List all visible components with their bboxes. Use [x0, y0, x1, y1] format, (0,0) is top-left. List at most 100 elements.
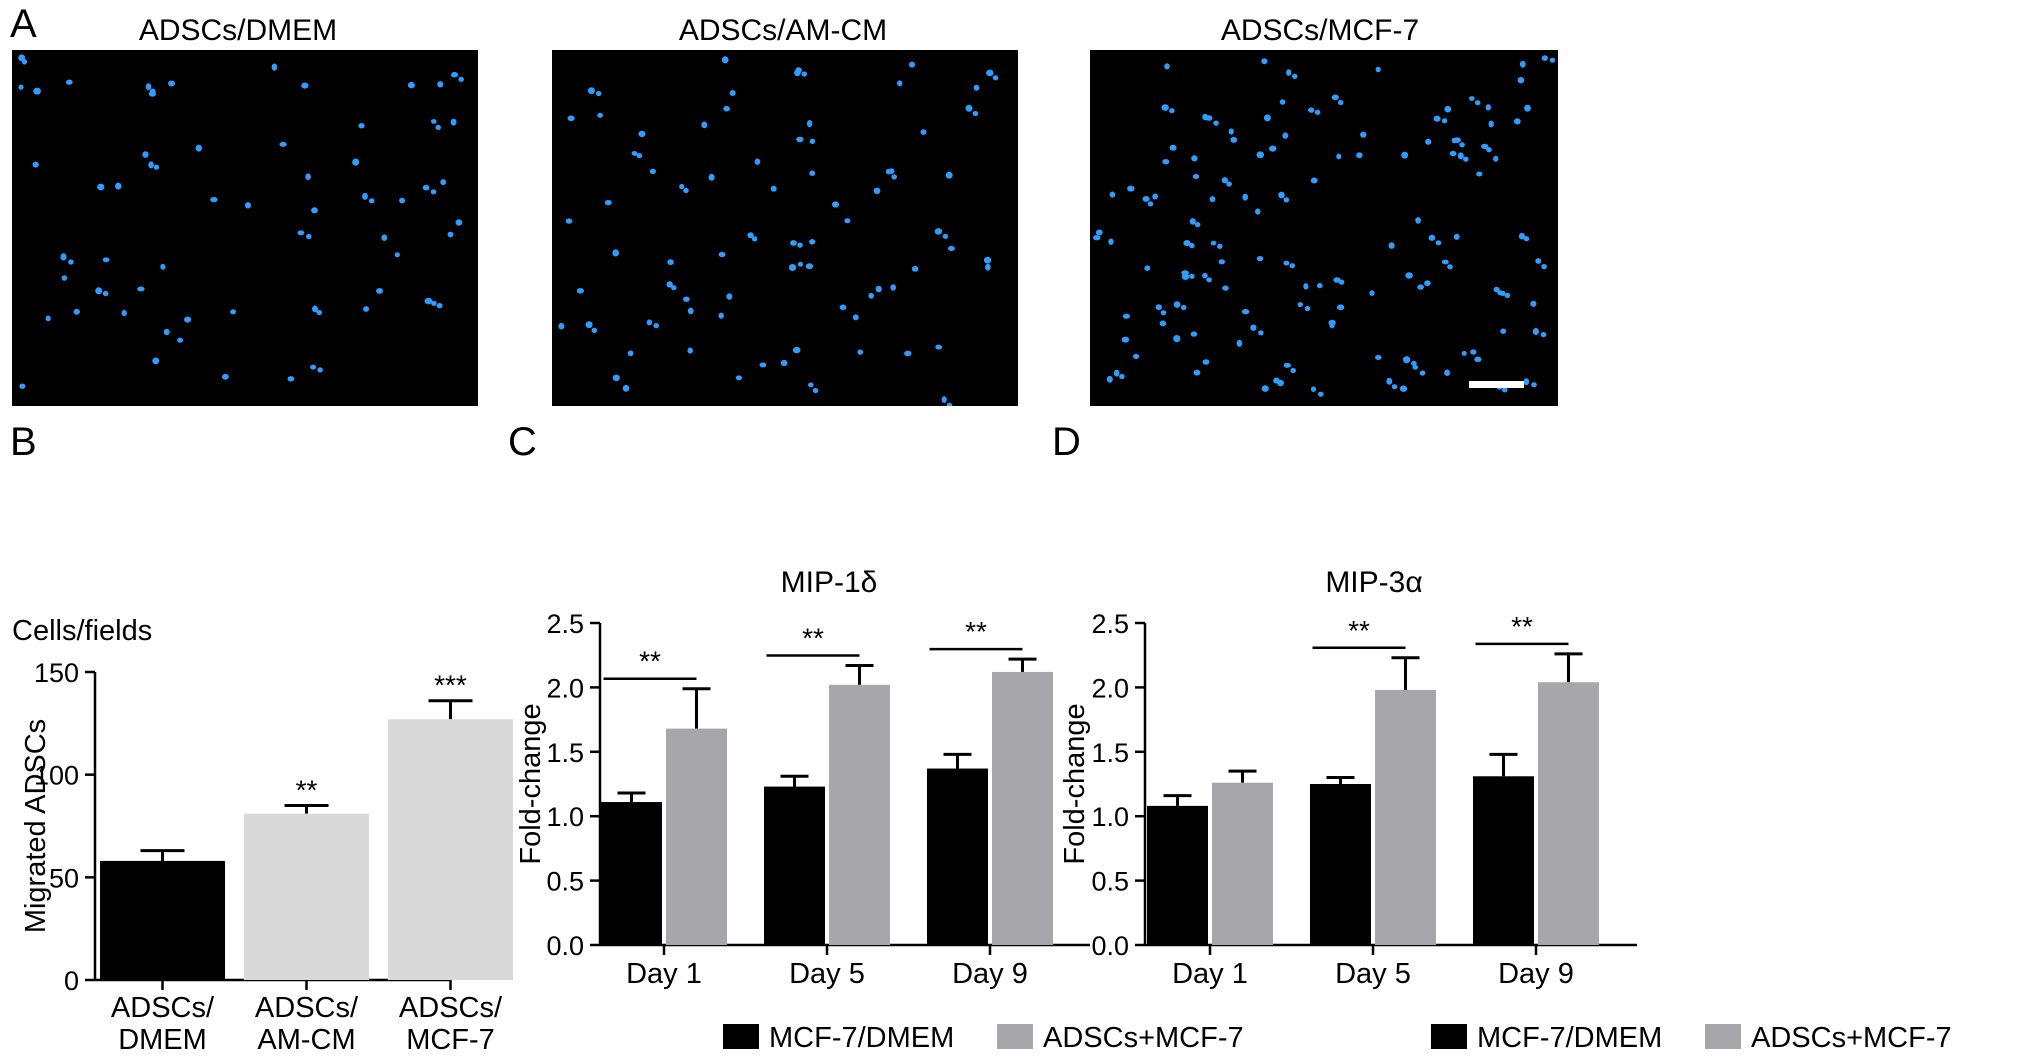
cell-nucleus: [604, 199, 612, 206]
chart-d-title: MIP-3α: [1325, 566, 1422, 599]
cell-nucleus: [68, 259, 74, 265]
cell-nucleus: [649, 168, 656, 175]
cell-nucleus: [671, 285, 677, 291]
chart-c-significance: **: [639, 646, 661, 677]
cell-nucleus: [1192, 174, 1200, 179]
cell-nucleus: [1221, 177, 1228, 184]
cell-nucleus: [751, 236, 758, 242]
cell-nucleus: [1386, 377, 1393, 385]
chart-b-unit-label: Cells/fields: [12, 615, 152, 647]
chart-d-bar: [1212, 782, 1273, 945]
cell-nucleus: [352, 158, 360, 166]
cell-nucleus: [1241, 309, 1250, 315]
chart-d-legend-swatch: [1705, 1024, 1741, 1049]
cell-nucleus: [683, 187, 689, 194]
cell-nucleus: [759, 362, 767, 368]
chart-b-y-axis-label: Migrated ADSCs: [20, 719, 52, 933]
cell-nucleus: [909, 61, 915, 68]
cell-nucleus: [1314, 109, 1321, 115]
cell-nucleus: [137, 286, 145, 292]
cell-nucleus: [992, 75, 999, 81]
chart-migrated-adscs: 0 50 100 150 Migrated ADSCs Cells/fields ADSCs…: [12, 615, 513, 1056]
cell-nucleus: [985, 263, 991, 271]
cell-nucleus: [1541, 264, 1547, 270]
cell-nucleus: [1310, 177, 1318, 184]
chart-b-significance: ***: [434, 670, 467, 701]
cell-nucleus: [447, 231, 454, 238]
cell-nucleus: [701, 121, 708, 129]
chart-c-bar: [829, 684, 890, 945]
cell-nucleus: [920, 129, 927, 135]
chart-c-legend-swatch: [997, 1024, 1033, 1049]
cell-nucleus: [904, 350, 912, 357]
cell-nucleus: [1218, 259, 1225, 265]
cell-nucleus: [1403, 356, 1411, 364]
cell-nucleus: [1142, 196, 1150, 202]
cell-nucleus: [631, 151, 638, 156]
cell-nucleus: [142, 151, 149, 158]
cell-nucleus: [1356, 152, 1363, 159]
cell-nucleus: [1519, 60, 1526, 68]
cell-nucleus: [1282, 132, 1289, 139]
cell-nucleus: [1524, 104, 1531, 112]
cell-nucleus: [1441, 259, 1449, 265]
cell-nucleus: [1449, 150, 1457, 157]
cell-nucleus: [1169, 108, 1175, 114]
cell-nucleus: [1329, 321, 1335, 329]
cell-nucleus: [806, 120, 813, 128]
cell-nucleus: [1360, 131, 1367, 138]
cell-nucleus: [588, 87, 595, 95]
cell-nucleus: [1497, 290, 1503, 296]
cell-nucleus: [567, 115, 575, 122]
micrograph-title-mcf7: ADSCs/MCF-7: [1220, 14, 1420, 47]
cell-nucleus: [1217, 243, 1223, 249]
cell-nucleus: [95, 287, 103, 295]
cell-nucleus: [597, 112, 603, 118]
chart-c-y-axis-label: Fold-change: [515, 703, 547, 864]
cell-nucleus: [177, 337, 184, 343]
cell-nucleus: [61, 275, 68, 281]
cell-nucleus: [885, 168, 892, 175]
cell-nucleus: [809, 170, 816, 176]
cell-nucleus: [1401, 151, 1409, 159]
cell-nucleus: [1486, 147, 1492, 153]
cell-nucleus: [210, 197, 218, 203]
cell-nucleus: [1493, 286, 1500, 293]
cell-nucleus: [805, 263, 814, 270]
cell-nucleus: [1194, 222, 1201, 228]
nuclei-layer: [558, 56, 999, 406]
chart-d-y-axis-label: Fold-change: [1059, 703, 1091, 864]
cell-nucleus: [839, 304, 847, 311]
cell-nucleus: [726, 293, 733, 300]
chart-d-x-tick-label: Day 1: [1172, 958, 1248, 990]
cell-nucleus: [1391, 384, 1398, 390]
cell-nucleus: [287, 376, 295, 382]
micrograph-title-am-cm: ADSCs/AM-CM: [678, 14, 888, 47]
cell-nucleus: [1502, 387, 1508, 393]
cell-nucleus: [809, 239, 816, 245]
cell-nucleus: [1209, 196, 1216, 203]
chart-d-bar: [1375, 689, 1436, 945]
cell-nucleus: [195, 144, 202, 152]
cell-nucleus: [1279, 99, 1286, 105]
cell-nucleus: [102, 290, 109, 297]
cell-nucleus: [941, 396, 947, 403]
micrograph-adscs-dmem: [12, 50, 478, 406]
cell-nucleus: [1159, 320, 1167, 327]
cell-nucleus: [1375, 355, 1382, 360]
cell-nucleus: [565, 218, 573, 224]
cell-nucleus: [1261, 385, 1269, 392]
cell-nucleus: [1193, 369, 1201, 376]
cell-nucleus: [18, 84, 24, 90]
cell-nucleus: [1336, 304, 1345, 311]
cell-nucleus: [1447, 264, 1453, 270]
cell-nucleus: [97, 183, 105, 191]
chart-b-y-tick-label: 150: [34, 658, 79, 688]
chart-c-bar: [764, 786, 825, 945]
cell-nucleus: [1289, 263, 1296, 269]
cell-nucleus: [1127, 185, 1135, 192]
cell-nucleus: [1463, 156, 1469, 162]
cell-nucleus: [627, 350, 634, 357]
cell-nucleus: [362, 192, 368, 200]
